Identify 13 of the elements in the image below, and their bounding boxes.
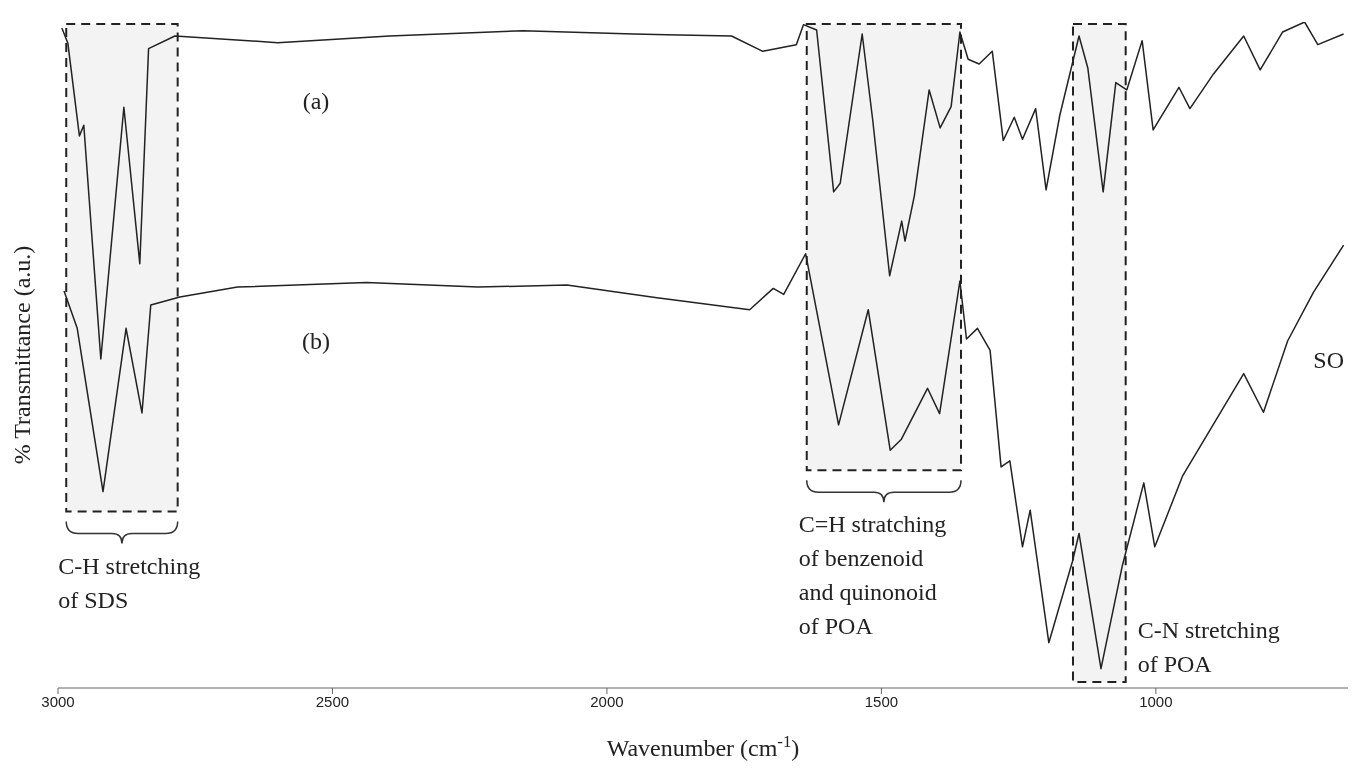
band-label: C=H stratching of benzenoid and quinonoid of POA bbox=[798, 511, 947, 640]
x-tick-label: 1000 bbox=[1139, 692, 1173, 710]
y-axis-title: % Transmittance (a.u.) bbox=[9, 245, 35, 465]
x-axis-title: Wavenumber (cm$^{-1}$) bbox=[606, 731, 800, 761]
band-label: C-N stretching of POA bbox=[1137, 617, 1280, 677]
band-label: C-H stretching of SDS bbox=[58, 552, 201, 613]
x-tick-label: 2500 bbox=[315, 692, 350, 710]
x-tick-label: 2000 bbox=[590, 692, 624, 710]
x-tick-label: 3000 bbox=[41, 692, 75, 710]
x-tick-label: 1500 bbox=[864, 692, 899, 710]
series-label: (a) bbox=[302, 88, 330, 115]
series-label: (b) bbox=[302, 328, 330, 355]
annotation: SO bbox=[1313, 347, 1344, 374]
